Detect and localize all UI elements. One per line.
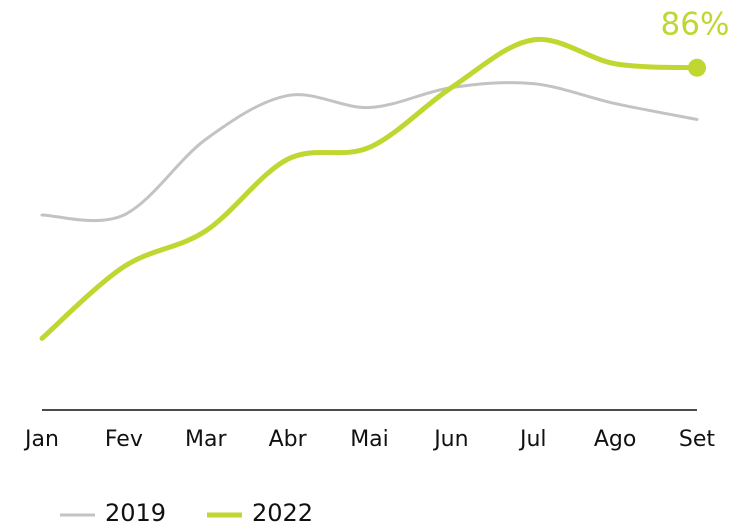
x-tick-label: Jun	[432, 427, 468, 452]
x-tick-label: Abr	[269, 427, 308, 452]
line-2019	[40, 81, 699, 223]
end-point	[688, 58, 706, 77]
legend-label: 2022	[252, 499, 313, 526]
x-tick-label: Set	[679, 427, 716, 452]
x-tick-label: Jan	[23, 427, 59, 452]
x-tick-label: Ago	[594, 427, 636, 452]
x-tick-label: Mai	[350, 427, 389, 452]
value-label: 86%	[661, 7, 730, 43]
legend-label: 2019	[105, 499, 166, 526]
x-tick-label: Fev	[105, 427, 143, 452]
x-tick-label: Mar	[185, 427, 227, 452]
line-2022	[39, 36, 700, 341]
x-tick-label: Jul	[518, 427, 547, 452]
